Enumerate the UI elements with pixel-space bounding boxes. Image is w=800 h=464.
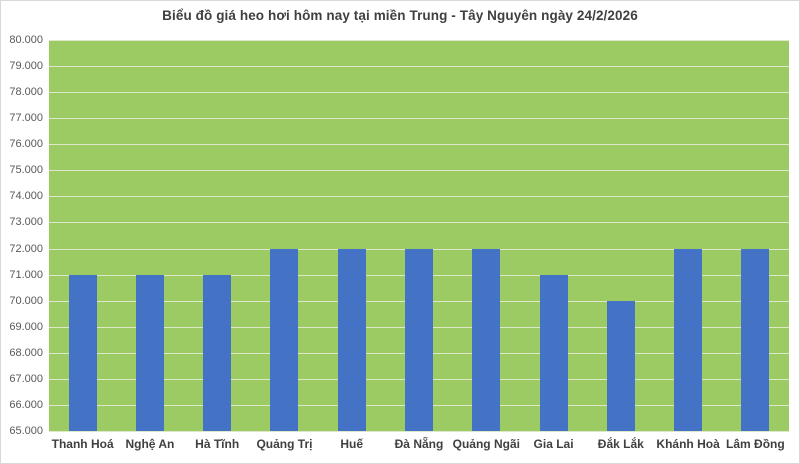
x-axis-category-label: Quảng Ngãi: [452, 437, 520, 451]
bar-hà-tĩnh: [203, 274, 232, 431]
gridline: [49, 170, 789, 172]
y-axis-tick-label: 76.000: [9, 138, 43, 151]
gridline: [49, 92, 789, 94]
bar-lâm-đồng: [741, 248, 770, 431]
gridline: [49, 431, 789, 432]
y-axis-tick-label: 65.000: [9, 425, 43, 437]
gridline: [49, 222, 789, 224]
x-axis-category-label: Đà Nẵng: [394, 437, 444, 451]
y-axis-tick-label: 68.000: [9, 346, 43, 359]
y-axis-tick-label: 71.000: [9, 268, 43, 281]
x-axis-category-label: Hà Tĩnh: [195, 437, 240, 451]
x-axis-category-label: Huế: [340, 437, 364, 451]
y-axis-tick-label: 72.000: [9, 242, 43, 255]
y-axis-tick-label: 67.000: [9, 372, 43, 385]
y-axis-tick-label: 74.000: [9, 190, 43, 203]
bar-huế: [337, 248, 366, 431]
x-axis-category-label: Lâm Đồng: [726, 437, 785, 451]
y-axis-tick-label: 75.000: [9, 164, 43, 177]
x-axis-category-label: Khánh Hoà: [656, 437, 720, 451]
bar-gia-lai: [539, 274, 568, 431]
chart-title: Biểu đồ giá heo hơi hôm nay tại miền Tru…: [162, 8, 638, 23]
gridline: [49, 144, 789, 146]
y-axis-tick-label: 80.000: [9, 34, 43, 46]
bar-đắk-lắk: [606, 300, 635, 431]
gridline: [49, 196, 789, 198]
bar-nghệ-an: [135, 274, 164, 431]
bar-đà-nẵng: [405, 248, 433, 431]
y-axis-tick-label: 70.000: [9, 294, 43, 307]
bar-quảng-ngãi: [472, 248, 501, 431]
gridline: [49, 118, 789, 120]
x-axis-category-label: Đắk Lắk: [597, 437, 644, 451]
bar-khánh-hoà: [674, 248, 703, 431]
y-axis-tick-label: 69.000: [9, 320, 43, 333]
bar-quảng-trị: [270, 248, 299, 431]
y-axis-tick-label: 73.000: [9, 216, 43, 229]
y-axis-tick-label: 78.000: [9, 86, 43, 99]
plot-area: [49, 40, 789, 432]
gridline: [49, 40, 789, 41]
y-axis-tick-label: 79.000: [9, 60, 43, 73]
x-axis-category-label: Nghệ An: [125, 437, 175, 451]
x-axis-category-label: Thanh Hoá: [51, 437, 114, 451]
x-axis-category-label: Gia Lai: [533, 437, 574, 451]
y-axis-tick-label: 77.000: [9, 112, 43, 125]
x-axis-category-label: Quảng Trị: [256, 437, 313, 451]
gridline: [49, 66, 789, 68]
bar-thanh-hoá: [68, 274, 97, 431]
y-axis-tick-label: 66.000: [9, 398, 43, 411]
